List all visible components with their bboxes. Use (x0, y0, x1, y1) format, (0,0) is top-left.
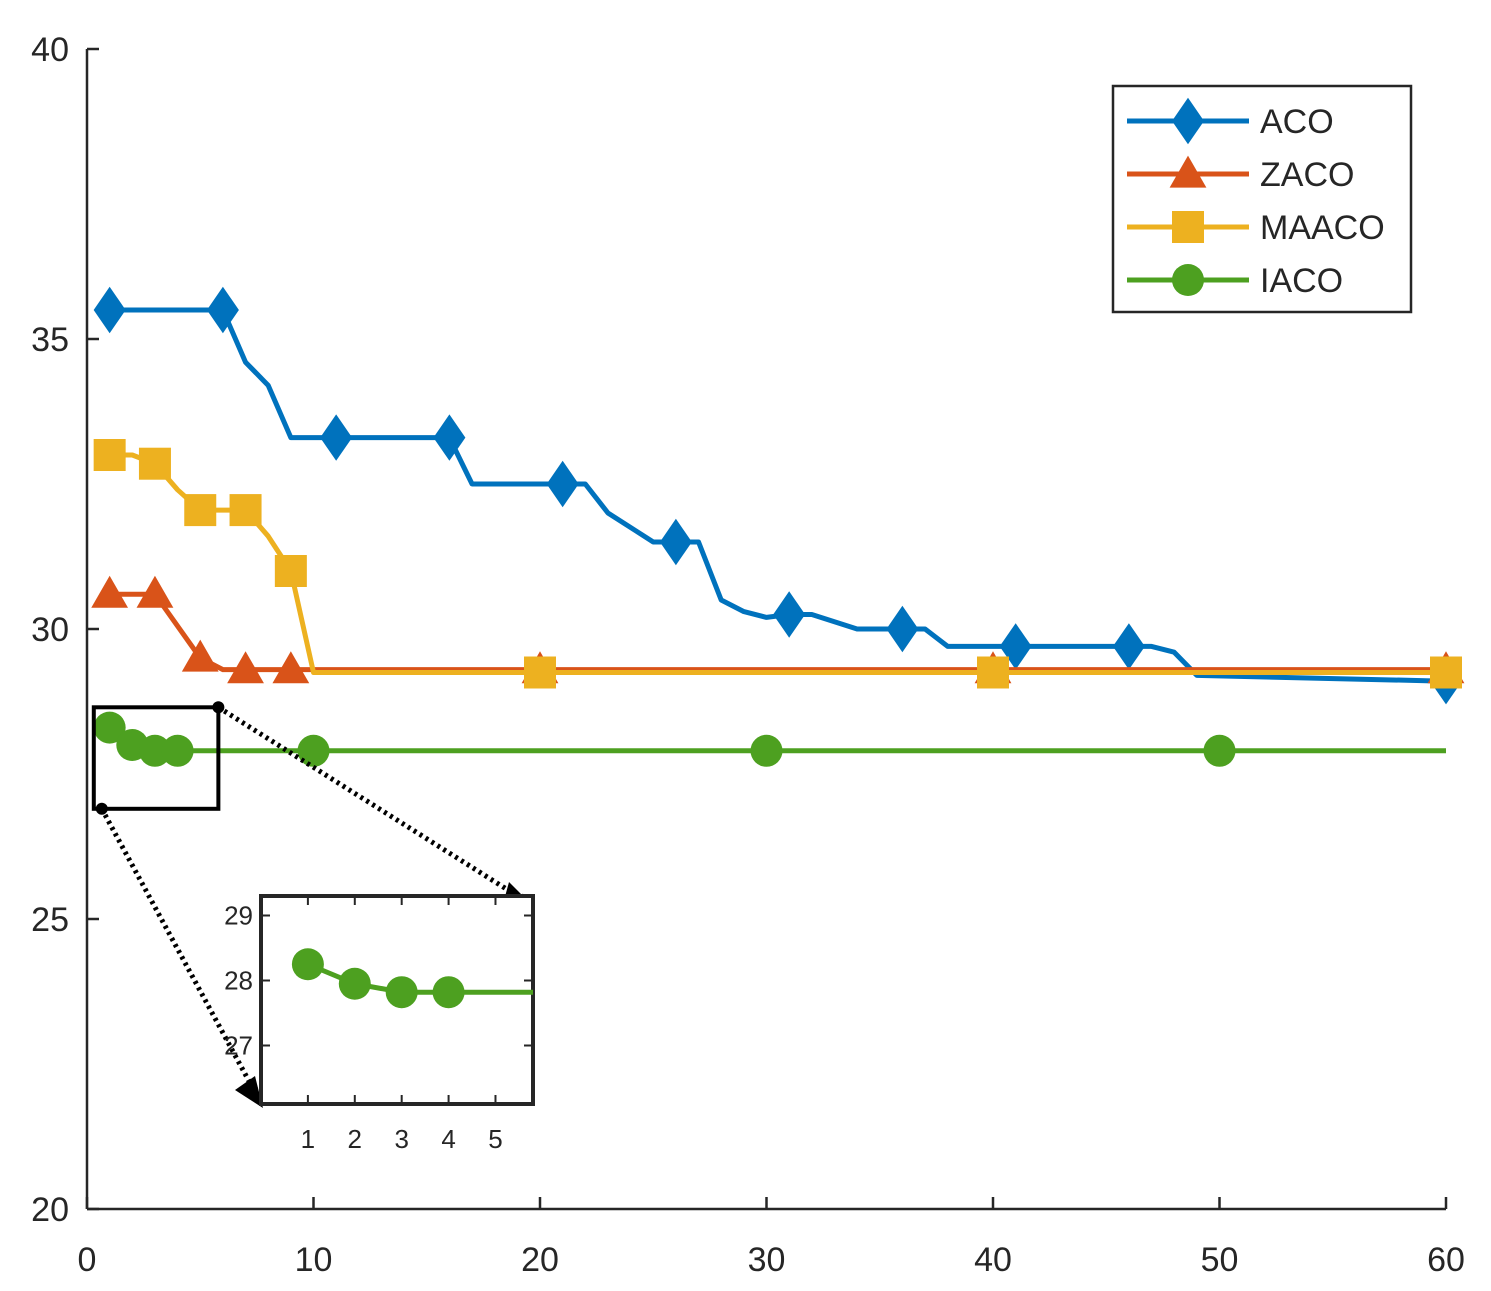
series-iaco (93, 711, 1446, 767)
data-point-maaco (524, 656, 556, 689)
series-line-aco (109, 307, 1447, 684)
x-tick-label: 30 (748, 1241, 786, 1279)
data-point-iaco (750, 734, 783, 767)
legend-item-iaco: IACO (1127, 262, 1343, 300)
inset-y-tick-label: 28 (224, 966, 253, 996)
data-point-aco (659, 518, 692, 566)
data-point-maaco (229, 494, 262, 527)
legend-marker-zaco (1169, 155, 1207, 188)
legend-marker-maaco (1172, 211, 1204, 243)
connector-arrow (217, 705, 529, 905)
data-point-zaco (136, 575, 174, 608)
x-tick-label: 40 (974, 1241, 1012, 1279)
data-point-maaco (184, 494, 217, 527)
inset-data-point-iaco (432, 976, 465, 1009)
inset-series-iaco (291, 948, 533, 1009)
legend-item-aco: ACO (1127, 97, 1334, 145)
inset-data-point-iaco (338, 967, 371, 1000)
data-point-iaco (138, 734, 171, 767)
legend-label-iaco: IACO (1260, 262, 1343, 300)
data-point-aco (546, 460, 579, 508)
inset-data-point-iaco (385, 976, 418, 1009)
inset-data-point-iaco (291, 948, 324, 981)
data-point-maaco (93, 439, 126, 471)
y-tick-label: 25 (31, 901, 69, 939)
data-point-iaco (93, 711, 126, 744)
series-line-maaco (109, 452, 1446, 675)
y-tick-label: 35 (31, 321, 69, 359)
legend-label-zaco: ZACO (1260, 156, 1354, 194)
legend-marker-iaco (1172, 264, 1204, 296)
data-point-aco (1112, 623, 1145, 670)
arrowhead (235, 1076, 263, 1108)
data-point-aco (93, 286, 126, 334)
x-tick-label: 20 (521, 1241, 559, 1279)
connector-arrow (99, 807, 260, 1098)
legend-box (1111, 84, 1413, 314)
inset-x-tick-label: 3 (394, 1124, 408, 1154)
x-tick-label: 60 (1427, 1241, 1465, 1279)
x-tick-label: 0 (78, 1241, 97, 1279)
data-point-maaco (138, 447, 171, 480)
legend-item-zaco: ZACO (1127, 155, 1354, 194)
legend-label-aco: ACO (1260, 103, 1334, 141)
data-point-aco (773, 591, 806, 638)
data-point-maaco (977, 656, 1009, 689)
legend-marker-aco (1172, 97, 1204, 145)
series-aco (93, 286, 1462, 705)
data-point-aco (433, 414, 466, 461)
legend: ACO ZACO MAACO IACO (1111, 84, 1413, 314)
data-point-aco (320, 414, 353, 461)
inset-y-tick-label: 27 (224, 1031, 253, 1061)
data-point-aco (886, 605, 919, 653)
data-point-zaco (91, 575, 129, 608)
inset-x-tick-label: 2 (348, 1124, 362, 1154)
data-point-maaco (274, 555, 307, 587)
data-point-zaco (227, 651, 264, 684)
legend-item-maaco: MAACO (1127, 209, 1385, 247)
x-tick-label: 10 (295, 1241, 333, 1279)
data-point-maaco (1430, 656, 1462, 689)
inset-x-tick-label: 5 (488, 1124, 502, 1154)
data-point-aco (206, 286, 239, 334)
inset-y-tick-label: 29 (224, 901, 253, 931)
data-point-iaco (1203, 734, 1236, 767)
inset-x-tick-label: 1 (301, 1124, 315, 1154)
legend-label-maaco: MAACO (1260, 209, 1385, 247)
data-point-zaco (272, 651, 310, 684)
series-maaco (93, 439, 1462, 689)
y-tick-label: 20 (31, 1191, 69, 1229)
data-point-iaco (297, 734, 330, 767)
inset-x-tick-label: 4 (441, 1124, 455, 1154)
inset-chart: 1 2 3 4 5 27 28 29 (224, 894, 535, 1154)
y-tick-label: 30 (31, 611, 69, 649)
data-point-iaco (161, 734, 194, 767)
data-point-zaco (181, 639, 219, 672)
x-tick-label: 50 (1201, 1241, 1239, 1279)
y-tick-label: 40 (31, 31, 69, 69)
zoom-box (91, 705, 221, 811)
